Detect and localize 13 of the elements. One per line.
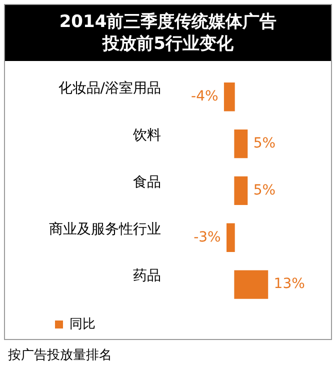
legend-label: 同比 [70,316,96,332]
y-tick-label: 饮料 [132,127,161,144]
data-label: 13% [274,276,305,292]
data-label: -3% [194,229,221,246]
y-tick-label: 商业及服务性行业 [49,221,161,238]
data-label: -4% [191,88,218,104]
y-tick-label: 化妆品/浴室用品 [58,80,161,96]
y-tick-label: 药品 [133,268,161,284]
data-label: 5% [253,182,276,198]
data-label: 5% [253,135,276,152]
chart-title: 2014前三季度传统媒体广告投放前5行业变化 [58,11,278,55]
y-tick-label: 食品 [133,174,161,190]
text: 按广告投放量排名 [8,347,112,364]
